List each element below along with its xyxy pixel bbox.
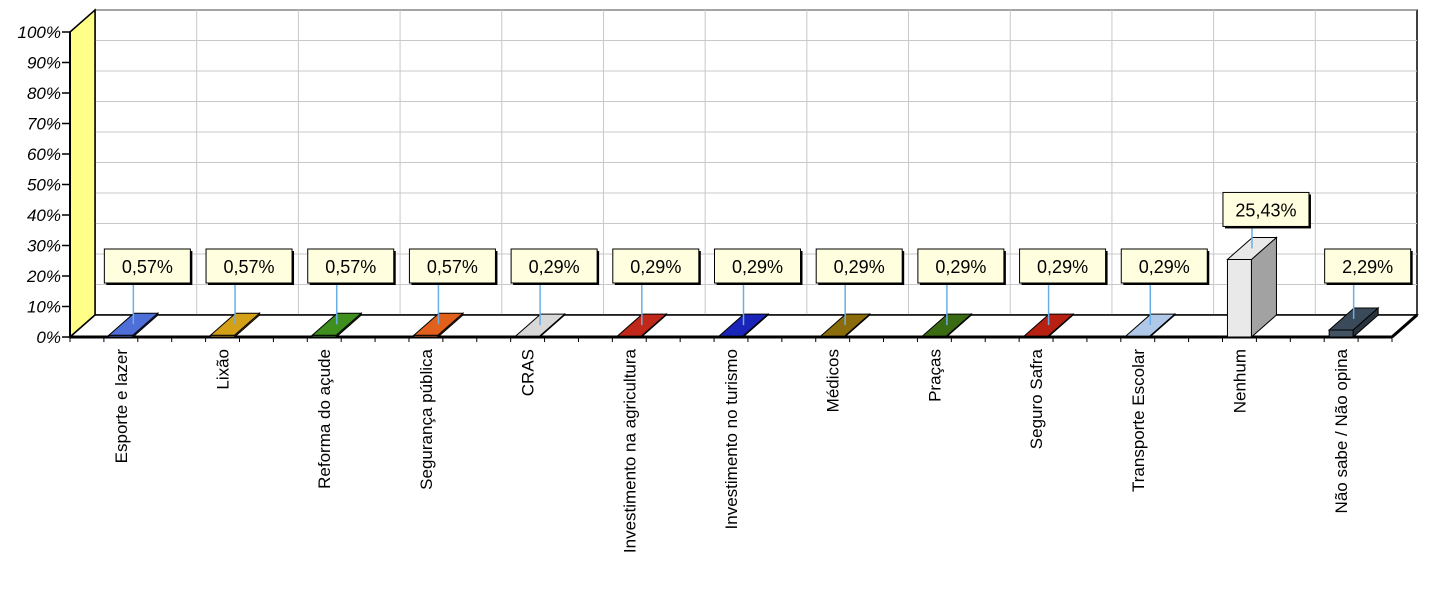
y-tick-label: 20% <box>26 267 61 286</box>
data-label-4: 0,57% <box>408 248 498 325</box>
data-label-text: 0,29% <box>732 257 783 277</box>
x-tick-label: Segurança pública <box>417 348 436 489</box>
x-tick-label: Investimento na agricultura <box>620 348 639 553</box>
y-tick-label: 30% <box>27 237 61 256</box>
data-label-text: 25,43% <box>1235 200 1296 220</box>
floor-right-edge <box>1391 313 1418 339</box>
y-tick-label: 40% <box>27 206 61 225</box>
data-label-box <box>714 248 801 284</box>
data-label-box <box>815 248 903 284</box>
data-label-9: 0,29% <box>917 248 1006 326</box>
x-tick-label: CRAS <box>519 349 538 396</box>
x-tick-label: Esporte e lazer <box>112 349 131 464</box>
data-label-text: 0,29% <box>529 257 580 277</box>
data-label-text: 0,57% <box>224 257 275 277</box>
data-label-5: 0,29% <box>510 248 600 326</box>
data-label-box <box>510 248 598 284</box>
data-label-2: 0,57% <box>205 248 295 325</box>
x-tick-label: Lixão <box>214 349 233 390</box>
data-label-box <box>1019 248 1107 284</box>
y-tick-label: 60% <box>27 145 61 164</box>
side-wall-panel <box>69 8 96 339</box>
data-label-box <box>1120 248 1208 284</box>
y-tick-label: 90% <box>27 54 61 73</box>
y-tick-label: 70% <box>27 115 61 134</box>
y-tick-label: 80% <box>27 84 61 103</box>
data-label-13: 2,29% <box>1324 248 1413 320</box>
data-label-text: 0,57% <box>122 257 173 277</box>
x-tick-label: Nenhum <box>1230 349 1249 413</box>
data-label-text: 0,29% <box>630 257 681 277</box>
data-label-6: 0,29% <box>612 248 701 326</box>
data-labels: 0,57% 0,57% 0,57% 0,57% 0,29% 0,29% 0,29% 0,29%… <box>103 191 1413 326</box>
y-axis: 0% 10% 20% 30% 40% 50% 60% 70% 80% 90% 100% <box>18 23 71 347</box>
data-label-text: 0,29% <box>834 257 885 277</box>
data-label-box <box>103 248 191 284</box>
y-tick-label: 0% <box>36 328 61 347</box>
bar-12 <box>1226 236 1278 339</box>
x-tick-label: Praças <box>925 349 944 402</box>
data-label-10: 0,29% <box>1019 248 1108 326</box>
data-label-12: 25,43% <box>1222 191 1311 249</box>
data-label-box <box>307 248 395 284</box>
data-label-text: 0,29% <box>935 257 986 277</box>
data-label-box <box>1324 248 1412 284</box>
y-tick-label: 100% <box>18 23 61 42</box>
data-label-8: 0,29% <box>815 248 905 326</box>
y-tick-label: 10% <box>27 298 61 317</box>
data-label-text: 0,57% <box>427 257 478 277</box>
y-tick-label: 50% <box>27 176 61 195</box>
data-label-box <box>408 248 496 284</box>
data-label-3: 0,57% <box>307 248 396 325</box>
data-label-box <box>1222 191 1310 227</box>
x-tick-label: Transporte Escolar <box>1129 349 1148 492</box>
data-label-11: 0,29% <box>1120 248 1210 326</box>
x-tick-label: Reforma do açude <box>315 349 334 489</box>
data-label-text: 0,57% <box>325 257 376 277</box>
bar-front <box>1328 329 1354 338</box>
data-label-text: 2,29% <box>1342 257 1393 277</box>
x-tick-label: Médicos <box>824 349 843 412</box>
data-label-text: 0,29% <box>1139 257 1190 277</box>
data-label-7: 0,29% <box>714 248 803 326</box>
data-label-box <box>917 248 1005 284</box>
x-tick-label: Investimento no turismo <box>722 349 741 529</box>
x-tick-label: Não sabe / Não opina <box>1332 348 1351 513</box>
data-label-1: 0,57% <box>103 248 193 325</box>
data-label-box <box>205 248 293 284</box>
x-tick-label: Seguro Safra <box>1027 348 1046 449</box>
chart-side-wall <box>69 8 96 339</box>
data-label-text: 0,29% <box>1037 257 1088 277</box>
data-label-box <box>612 248 700 284</box>
bar-front <box>1226 258 1252 338</box>
x-axis: Esporte e lazer Lixão Reforma do açude Segu… <box>69 337 1393 553</box>
